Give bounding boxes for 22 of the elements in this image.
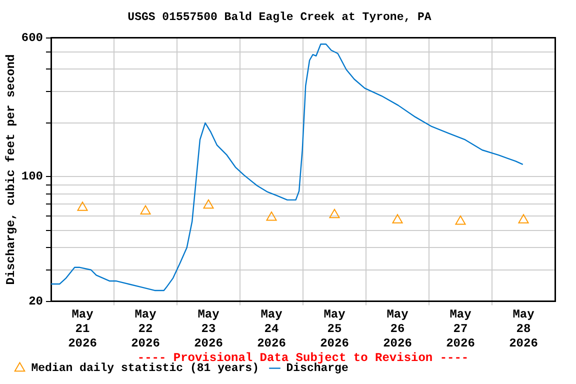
point [392, 214, 403, 224]
x-tick-label: May 22 2026 [131, 308, 160, 350]
x-tick-label: May 27 2026 [446, 308, 475, 350]
point [203, 199, 214, 209]
point [140, 205, 151, 214]
point [266, 211, 277, 221]
x-tick-label: May 21 2026 [68, 308, 97, 350]
point [329, 208, 340, 218]
x-tick-label: May 24 2026 [257, 308, 286, 350]
point [455, 216, 466, 225]
legend-label: Discharge [286, 362, 348, 376]
x-tick-label: May 26 2026 [383, 308, 412, 350]
y-tick-label: 600 [21, 30, 44, 45]
y-tick-label: 100 [21, 170, 44, 184]
x-tick-label: May 28 2026 [509, 308, 538, 350]
point [518, 214, 529, 224]
y-tick-label: 20 [28, 294, 44, 308]
x-tick-label: May 25 2026 [320, 308, 349, 350]
x-tick-label: May 23 2026 [194, 308, 223, 350]
chart-title: USGS 01557500 Bald Eagle Creek at Tyrone, PA [128, 10, 432, 24]
point [77, 202, 88, 211]
y-axis-title: Discharge, cubic feet per second [4, 54, 18, 285]
